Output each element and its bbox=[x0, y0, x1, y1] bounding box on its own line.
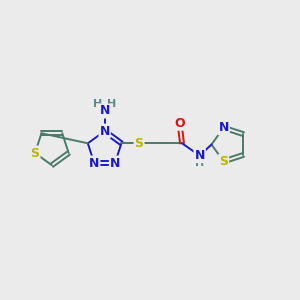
Text: N: N bbox=[194, 149, 205, 162]
Text: N: N bbox=[89, 157, 99, 169]
Text: N: N bbox=[99, 124, 110, 138]
Text: S: S bbox=[135, 137, 144, 150]
Text: H: H bbox=[93, 99, 102, 109]
Text: N: N bbox=[218, 121, 229, 134]
Text: N: N bbox=[110, 157, 120, 169]
Text: N: N bbox=[99, 104, 110, 118]
Text: S: S bbox=[219, 155, 228, 168]
Text: H: H bbox=[195, 158, 204, 168]
Text: H: H bbox=[107, 99, 116, 109]
Text: S: S bbox=[31, 146, 40, 160]
Text: O: O bbox=[174, 117, 185, 130]
